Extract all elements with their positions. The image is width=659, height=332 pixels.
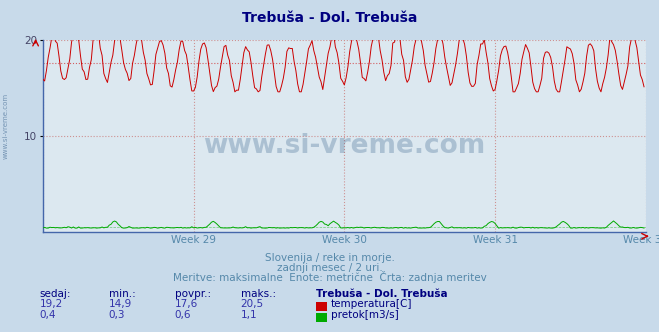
Text: 19,2: 19,2 [40,299,63,309]
Text: Trebuša - Dol. Trebuša: Trebuša - Dol. Trebuša [242,11,417,25]
Text: 14,9: 14,9 [109,299,132,309]
Text: 1,1: 1,1 [241,310,257,320]
Text: Meritve: maksimalne  Enote: metrične  Črta: zadnja meritev: Meritve: maksimalne Enote: metrične Črta… [173,271,486,283]
Text: temperatura[C]: temperatura[C] [331,299,413,309]
Text: 17,6: 17,6 [175,299,198,309]
Text: pretok[m3/s]: pretok[m3/s] [331,310,399,320]
Text: www.si-vreme.com: www.si-vreme.com [203,133,486,159]
Text: 0,3: 0,3 [109,310,125,320]
Text: 0,4: 0,4 [40,310,56,320]
Text: Slovenija / reke in morje.: Slovenija / reke in morje. [264,253,395,263]
Text: 20,5: 20,5 [241,299,264,309]
Text: 0,6: 0,6 [175,310,191,320]
Text: zadnji mesec / 2 uri.: zadnji mesec / 2 uri. [277,263,382,273]
Text: maks.:: maks.: [241,289,275,299]
Text: Trebuša - Dol. Trebuša: Trebuša - Dol. Trebuša [316,289,448,299]
Text: www.si-vreme.com: www.si-vreme.com [2,93,9,159]
Text: povpr.:: povpr.: [175,289,211,299]
Text: min.:: min.: [109,289,136,299]
Text: sedaj:: sedaj: [40,289,71,299]
